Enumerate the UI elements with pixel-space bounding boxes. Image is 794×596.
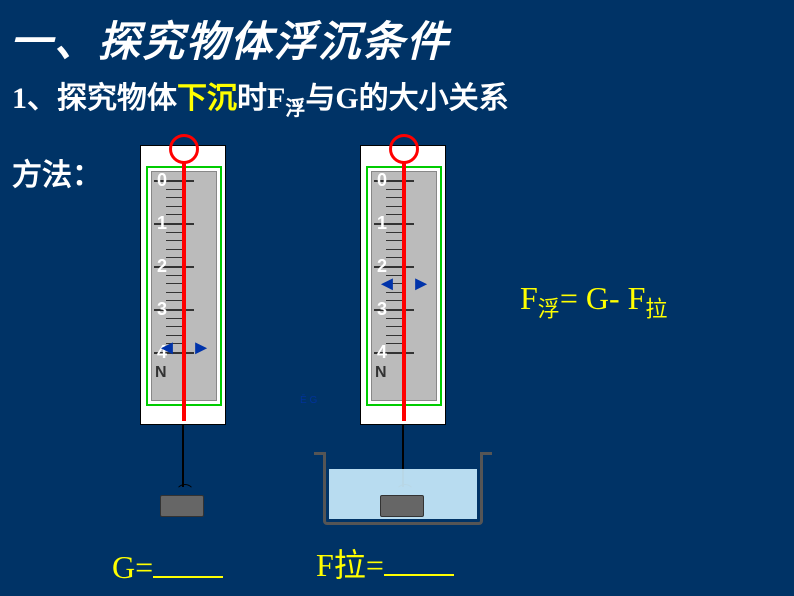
tiny-label: Ē G — [300, 395, 317, 406]
tick-minor — [386, 318, 402, 319]
spring-scale-1: 01234N⌒ — [140, 145, 226, 425]
scale-number: 1 — [157, 213, 167, 234]
tick-minor — [386, 249, 402, 250]
tick-minor — [386, 240, 402, 241]
f-label-eq: = — [366, 547, 384, 583]
tick-minor — [166, 249, 182, 250]
page-title: 一、探究物体浮沉条件 — [0, 0, 794, 69]
tick-minor — [386, 326, 402, 327]
meter-body: 01234N — [140, 145, 226, 425]
tick-minor — [166, 240, 182, 241]
formula-sub2: 拉 — [645, 296, 667, 321]
tick-minor — [386, 214, 402, 215]
spring-scale-2: 01234N⌒ — [360, 145, 446, 425]
formula-eq: = G- F — [560, 280, 646, 316]
subtitle-sub1: 浮 — [285, 98, 305, 120]
ring-icon — [169, 134, 199, 164]
scale-number: 3 — [377, 299, 387, 320]
subtitle-highlight: 下沉 — [177, 82, 237, 115]
tick-minor — [386, 300, 402, 301]
tick-minor — [386, 197, 402, 198]
tick-minor — [386, 335, 402, 336]
tick-minor — [166, 189, 182, 190]
tick-minor — [386, 189, 402, 190]
f-label-f: F — [316, 547, 334, 583]
scale-number: 3 — [157, 299, 167, 320]
tick-minor — [166, 214, 182, 215]
pointer-icon — [381, 290, 427, 294]
tick-minor — [386, 257, 402, 258]
g-underline — [153, 554, 223, 578]
unit-label: N — [155, 364, 167, 382]
formula-f: F — [520, 280, 538, 316]
tick-minor — [166, 335, 182, 336]
tick-minor — [166, 257, 182, 258]
ring-icon — [389, 134, 419, 164]
buoyancy-formula: F浮= G- F拉 — [520, 280, 667, 323]
tick-minor — [166, 197, 182, 198]
tick-minor — [386, 232, 402, 233]
f-label-sub: 拉 — [334, 547, 366, 583]
tick-minor — [166, 300, 182, 301]
tick-minor — [386, 343, 402, 344]
scale-number: 1 — [377, 213, 387, 234]
tick-minor — [166, 232, 182, 233]
formula-sub1: 浮 — [538, 296, 560, 321]
f-underline — [384, 552, 454, 576]
tick-minor — [166, 275, 182, 276]
tick-minor — [166, 326, 182, 327]
f-blank: F拉= — [316, 540, 454, 586]
pointer-icon — [161, 354, 207, 358]
g-label: G= — [112, 549, 153, 585]
subtitle-tail: 与G的大小关系 — [305, 82, 508, 115]
tick-minor — [166, 283, 182, 284]
scale-number: 2 — [157, 256, 167, 277]
meter-body: 01234N — [360, 145, 446, 425]
subtitle-mid: 时F — [237, 82, 285, 115]
unit-label: N — [375, 364, 387, 382]
g-blank: G= — [112, 549, 223, 586]
scale-number: 0 — [377, 170, 387, 191]
tick-minor — [166, 292, 182, 293]
method-label: 方法： — [12, 150, 102, 194]
tick-minor — [166, 206, 182, 207]
subtitle: 1、探究物体下沉时F浮与G的大小关系 — [0, 69, 794, 121]
stem — [182, 161, 186, 421]
tick-minor — [386, 206, 402, 207]
weight-block — [160, 495, 204, 517]
tick-minor — [166, 318, 182, 319]
scale-number: 0 — [157, 170, 167, 191]
scale-number: 4 — [377, 342, 387, 363]
weight-block — [380, 495, 424, 517]
subtitle-prefix: 1、探究物体 — [12, 82, 177, 115]
hang-line — [182, 425, 184, 487]
